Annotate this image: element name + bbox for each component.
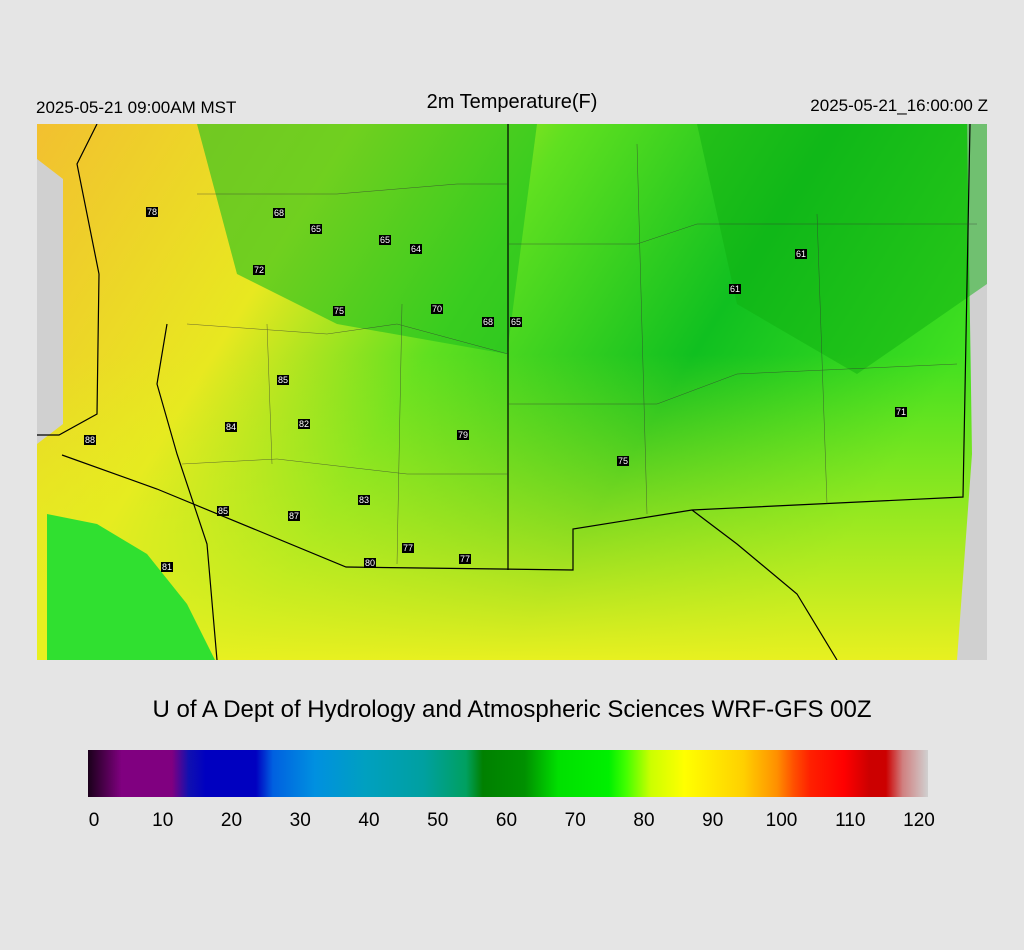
station-temp: 64 [409, 244, 423, 254]
colorbar-tick-label: 30 [289, 810, 311, 831]
map [37, 124, 987, 660]
station-temp: 68 [272, 208, 286, 218]
station-temp: 78 [145, 207, 159, 217]
station-temp: 87 [287, 511, 301, 521]
colorbar-tick-label: 90 [702, 810, 724, 831]
valid-time-utc: 2025-05-21_16:00:00 Z [810, 96, 988, 115]
station-temp: 75 [616, 456, 630, 466]
station-temp: 80 [363, 558, 377, 568]
map-title: 2m Temperature(F) [426, 91, 598, 113]
colorbar-tick-label: 110 [835, 810, 866, 831]
colorbar-tick-label: 60 [495, 810, 518, 831]
colorbar [88, 750, 928, 797]
station-temp: 61 [728, 284, 742, 294]
colorbar-tick-label: 120 [903, 810, 935, 831]
colorbar-tick-label: 10 [152, 810, 174, 831]
station-temp: 82 [297, 419, 311, 429]
station-temp: 65 [509, 317, 523, 327]
station-temp: 70 [430, 304, 444, 314]
station-temp: 65 [309, 224, 323, 234]
colorbar-tick-label: 0 [88, 810, 100, 831]
station-temp: 88 [83, 435, 97, 445]
station-temp: 61 [794, 249, 808, 259]
colorbar-tick-label: 80 [633, 810, 655, 831]
colorbar-tick-label: 70 [564, 810, 586, 831]
colorbar-tick-label: 50 [427, 810, 449, 831]
station-temp: 71 [894, 407, 908, 417]
station-temp: 85 [276, 375, 290, 385]
station-temp: 81 [160, 562, 174, 572]
station-temp: 77 [458, 554, 472, 564]
valid-time-local: 2025-05-21 09:00AM MST [36, 98, 237, 117]
station-temp: 84 [224, 422, 238, 432]
station-temp: 65 [378, 235, 392, 245]
station-temp: 75 [332, 306, 346, 316]
colorbar-tick-label: 20 [220, 810, 243, 831]
station-temp: 77 [401, 543, 415, 553]
credit: U of A Dept of Hydrology and Atmospheric… [152, 696, 872, 723]
station-temp: 85 [216, 506, 230, 516]
station-temp: 79 [456, 430, 470, 440]
colorbar-tick-label: 100 [765, 810, 798, 831]
station-temp: 68 [481, 317, 495, 327]
colorbar-tick-label: 40 [358, 810, 380, 831]
station-temp: 83 [357, 495, 371, 505]
station-temp: 72 [252, 265, 266, 275]
